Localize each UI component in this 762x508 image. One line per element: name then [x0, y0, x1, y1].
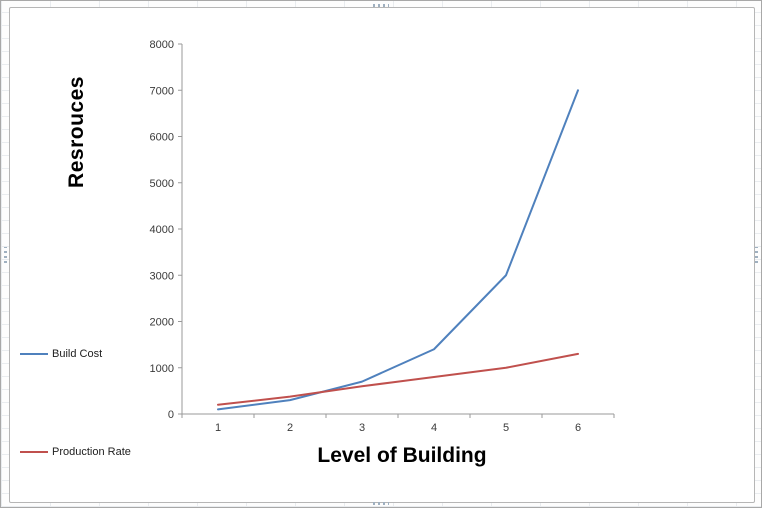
x-tick-label: 2 — [287, 422, 293, 434]
chart-object[interactable]: 0 1000 2000 3000 4000 5000 6000 7000 8000 1 2 3 4 5 6 … — [9, 7, 755, 503]
y-tick-label: 3000 — [150, 270, 174, 282]
x-tick-label: 6 — [575, 422, 581, 434]
x-tick-label: 5 — [503, 422, 509, 434]
y-tick-label: 8000 — [150, 39, 174, 51]
y-tick-label: 2000 — [150, 317, 174, 329]
x-tick-label: 1 — [215, 422, 221, 434]
series-line-1[interactable] — [217, 352, 579, 406]
legend-item-production-rate[interactable]: Production Rate — [20, 446, 131, 458]
y-tick-label: 1000 — [150, 363, 174, 375]
x-axis-title[interactable]: Level of Building — [317, 444, 487, 467]
x-tick-label: 3 — [359, 422, 365, 434]
y-tick-label: 6000 — [150, 132, 174, 144]
chart-resize-handle-bottom[interactable] — [373, 502, 389, 505]
legend-label: Build Cost — [52, 348, 103, 360]
chart-resize-handle-top[interactable] — [373, 4, 389, 7]
y-axis-title[interactable]: Resrouces — [65, 76, 88, 188]
legend-line-swatch — [20, 353, 48, 355]
series-line-0[interactable] — [217, 89, 579, 411]
line-chart-canvas[interactable]: 0 1000 2000 3000 4000 5000 6000 7000 8000 1 2 3 4 5 6 — [10, 8, 756, 504]
y-tick-label: 0 — [168, 409, 174, 421]
x-tick-label: 4 — [431, 422, 437, 434]
legend-label: Production Rate — [52, 446, 131, 458]
legend-item-build-cost[interactable]: Build Cost — [20, 348, 102, 360]
chart-resize-handle-right[interactable] — [755, 247, 758, 263]
chart-resize-handle-left[interactable] — [4, 247, 7, 263]
y-tick-label: 7000 — [150, 85, 174, 97]
legend-line-swatch — [20, 451, 48, 453]
y-tick-label: 4000 — [150, 224, 174, 236]
y-tick-label: 5000 — [150, 178, 174, 190]
